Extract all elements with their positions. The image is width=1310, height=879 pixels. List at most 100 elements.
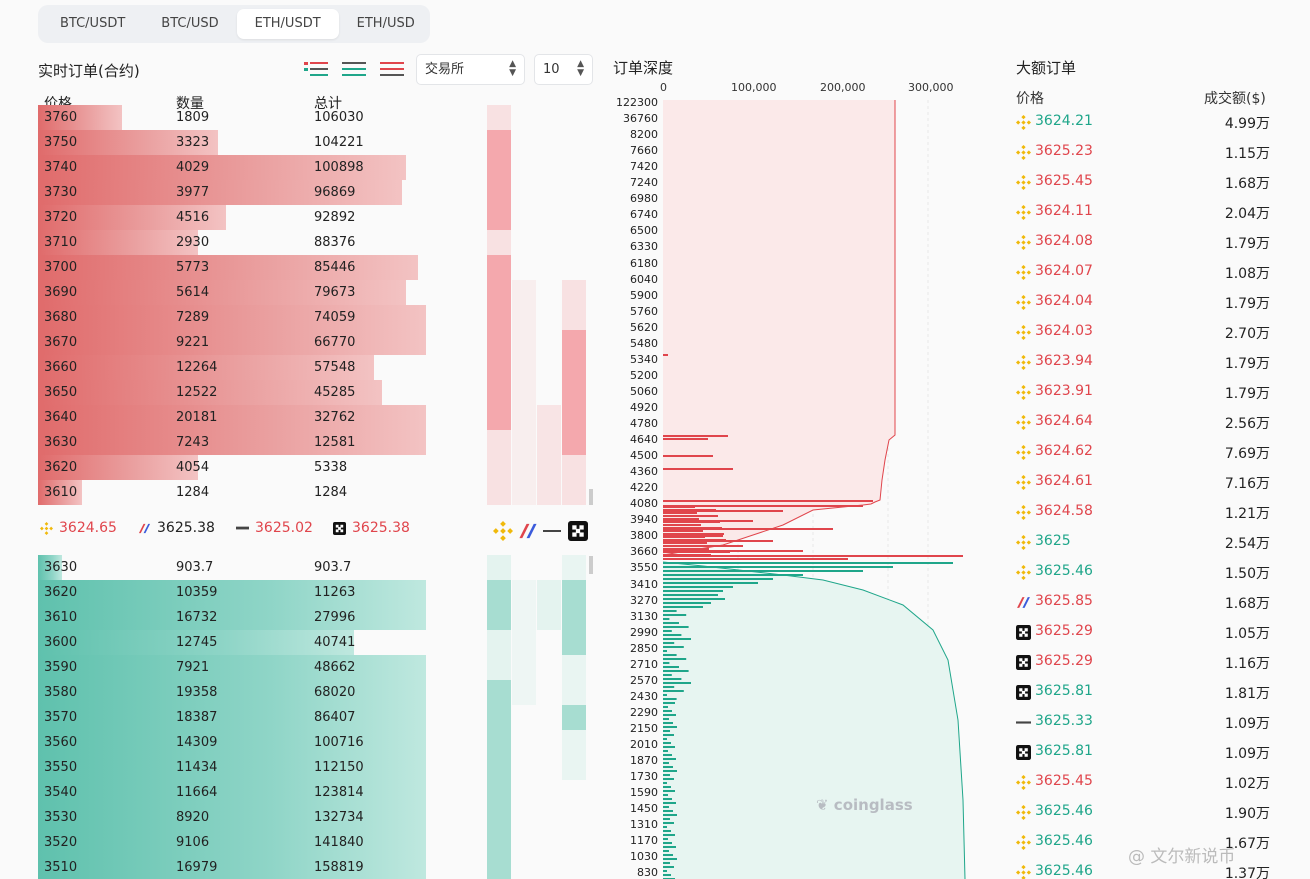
large-order-row[interactable]: 3623.94 1.79万: [1016, 348, 1270, 378]
bid-row[interactable]: 3560 14309 100716: [38, 730, 438, 755]
ask-row[interactable]: 3740 4029 100898: [38, 155, 438, 180]
ask-row[interactable]: 3610 1284 1284: [38, 480, 438, 505]
row-qty: 19358: [176, 685, 218, 700]
ask-row[interactable]: 3620 4054 5338: [38, 455, 438, 480]
ask-row[interactable]: 3710 2930 88376: [38, 230, 438, 255]
bid-depth-bar: [663, 650, 667, 652]
ticker-bitmex: 3625.38: [138, 520, 215, 536]
scrollbar-thumb[interactable]: [589, 489, 593, 505]
heat-cell: [562, 580, 586, 605]
bid-row[interactable]: 3540 11664 123814: [38, 780, 438, 805]
view-bids-icon[interactable]: [342, 60, 368, 80]
heat-cell: [487, 105, 511, 130]
bid-row[interactable]: 3620 10359 11263: [38, 580, 438, 605]
heat-cell: [487, 480, 511, 505]
ask-row[interactable]: 3760 1809 106030: [38, 105, 438, 130]
tab-btc-usdt[interactable]: BTC/USDT: [60, 16, 126, 31]
exchange-select[interactable]: 交易所 ▲ ▼: [416, 54, 525, 85]
large-order-row[interactable]: 3624.07 1.08万: [1016, 258, 1270, 288]
large-order-row[interactable]: 3625.45 1.02万: [1016, 768, 1270, 798]
ask-row[interactable]: 3730 3977 96869: [38, 180, 438, 205]
view-both-icon[interactable]: [304, 60, 330, 80]
ask-row[interactable]: 3720 4516 92892: [38, 205, 438, 230]
large-order-row[interactable]: 3625.29 1.05万: [1016, 618, 1270, 648]
bid-row[interactable]: 3530 8920 132734: [38, 805, 438, 830]
binance-icon[interactable]: [493, 521, 513, 541]
large-order-row[interactable]: 3624.21 4.99万: [1016, 108, 1270, 138]
view-asks-icon[interactable]: [380, 60, 406, 80]
large-order-row[interactable]: 3624.11 2.04万: [1016, 198, 1270, 228]
large-order-row[interactable]: 3624.04 1.79万: [1016, 288, 1270, 318]
ask-row[interactable]: 3670 9221 66770: [38, 330, 438, 355]
lo-price: 3624.21: [1035, 113, 1093, 129]
ask-row[interactable]: 3680 7289 74059: [38, 305, 438, 330]
large-order-row[interactable]: 3624.58 1.21万: [1016, 498, 1270, 528]
bid-depth-bar: [663, 670, 689, 672]
bid-row[interactable]: 3510 16979 158819: [38, 855, 438, 879]
heat-cell: [512, 605, 536, 630]
large-order-row[interactable]: 3625.29 1.16万: [1016, 648, 1270, 678]
ask-row[interactable]: 3650 12522 45285: [38, 380, 438, 405]
ask-row[interactable]: 3700 5773 85446: [38, 255, 438, 280]
bid-row[interactable]: 3550 11434 112150: [38, 755, 438, 780]
large-order-row[interactable]: 3625.45 1.68万: [1016, 168, 1270, 198]
binance-icon: [1016, 235, 1031, 250]
bid-depth-bar: [663, 626, 689, 628]
heat-cell: [512, 655, 536, 680]
large-order-row[interactable]: 3625.33 1.09万: [1016, 708, 1270, 738]
ask-row[interactable]: 3660 12264 57548: [38, 355, 438, 380]
ask-row[interactable]: 3690 5614 79673: [38, 280, 438, 305]
ask-row[interactable]: 3750 3323 104221: [38, 130, 438, 155]
large-order-row[interactable]: 3625.85 1.68万: [1016, 588, 1270, 618]
row-qty: 8920: [176, 810, 210, 825]
bid-row[interactable]: 3630 903.7 903.7: [38, 555, 438, 580]
scrollbar-thumb[interactable]: [589, 556, 593, 574]
heat-cell: [487, 755, 511, 780]
row-total: 123814: [314, 785, 364, 800]
lo-price: 3623.94: [1035, 353, 1093, 369]
large-order-row[interactable]: 3624.61 7.16万: [1016, 468, 1270, 498]
large-order-row[interactable]: 3625.46 1.67万: [1016, 828, 1270, 858]
bid-row[interactable]: 3570 18387 86407: [38, 705, 438, 730]
large-order-row[interactable]: 3624.08 1.79万: [1016, 228, 1270, 258]
bid-row[interactable]: 3590 7921 48662: [38, 655, 438, 680]
heat-cell: [512, 580, 536, 605]
tab-eth-usd[interactable]: ETH/USD: [356, 16, 415, 31]
large-order-row[interactable]: 3624.03 2.70万: [1016, 318, 1270, 348]
bitmex-icon[interactable]: [518, 521, 538, 541]
bybit-icon[interactable]: [543, 527, 563, 535]
row-total: 66770: [314, 335, 356, 350]
tab-btc-usd[interactable]: BTC/USD: [161, 16, 219, 31]
bid-row[interactable]: 3580 19358 68020: [38, 680, 438, 705]
large-order-row[interactable]: 3625.81 1.81万: [1016, 678, 1270, 708]
depth-chart[interactable]: [663, 100, 968, 879]
lo-amount: 1.21万: [1224, 506, 1270, 522]
bid-row[interactable]: 3610 16732 27996: [38, 605, 438, 630]
heat-cell: [487, 605, 511, 630]
bid-row[interactable]: 3600 12745 40741: [38, 630, 438, 655]
large-order-row[interactable]: 3625.46 1.90万: [1016, 798, 1270, 828]
large-order-row[interactable]: 3624.64 2.56万: [1016, 408, 1270, 438]
depth-select[interactable]: 10 ▲ ▼: [534, 54, 593, 85]
tab-eth-usdt[interactable]: ETH/USDT: [236, 9, 339, 39]
large-order-row[interactable]: 3624.62 7.69万: [1016, 438, 1270, 468]
lo-price: 3625.45: [1035, 773, 1093, 789]
okx-icon[interactable]: [568, 521, 588, 541]
large-order-row[interactable]: 3623.91 1.79万: [1016, 378, 1270, 408]
lo-amount: 2.54万: [1224, 536, 1270, 552]
heat-cell: [487, 580, 511, 605]
bid-row[interactable]: 3520 9106 141840: [38, 830, 438, 855]
y-tick: 6180: [630, 256, 658, 270]
lo-amount: 1.09万: [1224, 716, 1270, 732]
heat-cell: [562, 555, 586, 580]
large-order-row[interactable]: 3625 2.54万: [1016, 528, 1270, 558]
bid-area: [663, 562, 965, 879]
large-order-row[interactable]: 3625.46 1.37万: [1016, 858, 1270, 879]
ask-depth-bar: [38, 355, 374, 380]
ask-depth-bar: [663, 512, 697, 514]
large-order-row[interactable]: 3625.81 1.09万: [1016, 738, 1270, 768]
ask-row[interactable]: 3630 7243 12581: [38, 430, 438, 455]
large-order-row[interactable]: 3625.46 1.50万: [1016, 558, 1270, 588]
ask-row[interactable]: 3640 20181 32762: [38, 405, 438, 430]
large-order-row[interactable]: 3625.23 1.15万: [1016, 138, 1270, 168]
